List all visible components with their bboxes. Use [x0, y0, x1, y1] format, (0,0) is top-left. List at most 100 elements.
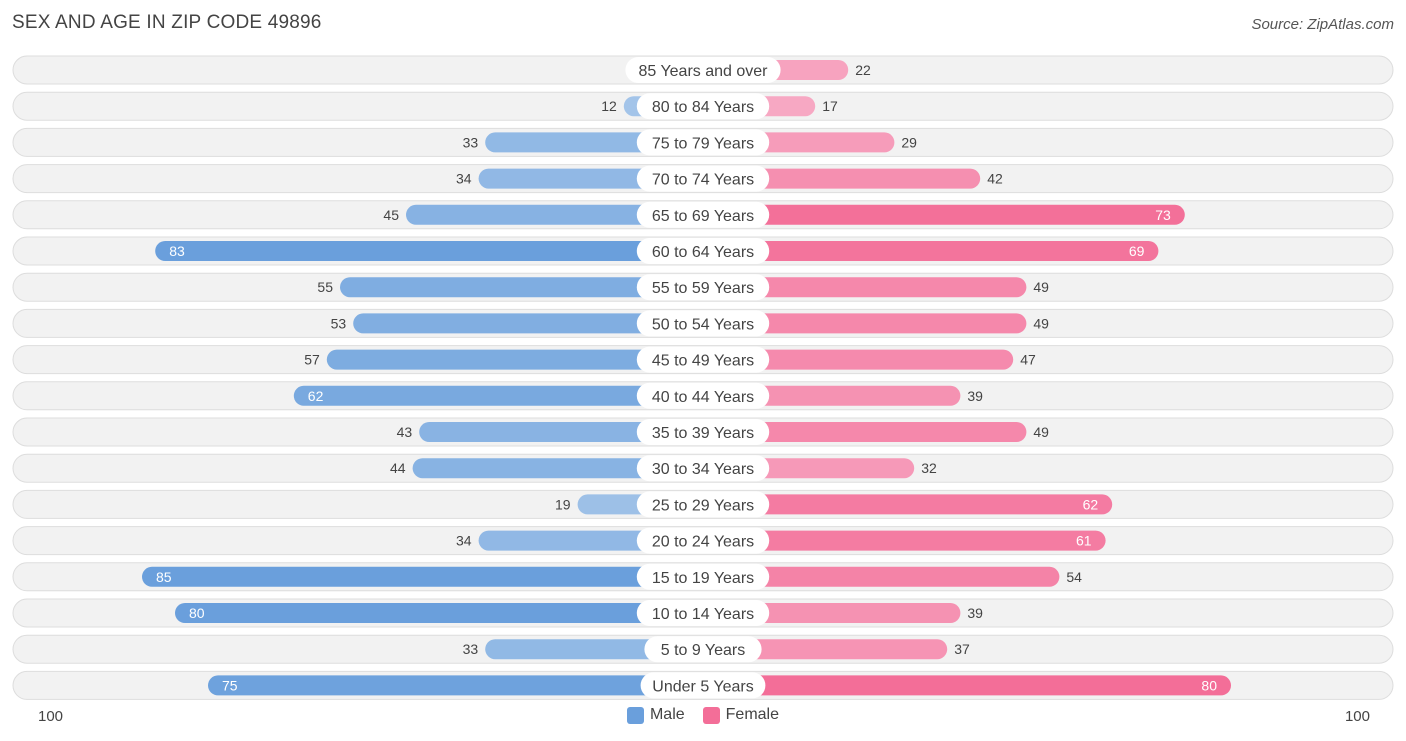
male-value-label: 53	[331, 315, 347, 331]
legend-label-female: Female	[725, 706, 780, 723]
female-value-label: 62	[1083, 496, 1099, 512]
male-value-label: 85	[156, 569, 172, 585]
category-label-pill	[636, 93, 770, 120]
female-value-label: 49	[1033, 315, 1049, 331]
category-label: 45 to 49 Years	[652, 353, 754, 370]
category-label-pill	[636, 346, 770, 373]
female-bar	[703, 277, 1027, 298]
chart-legend: Male Female	[0, 706, 1406, 724]
male-bar	[326, 349, 703, 370]
category-label-pill	[636, 527, 770, 554]
female-value-label: 49	[1033, 279, 1049, 295]
male-bar	[412, 458, 703, 479]
female-value-label: 37	[954, 641, 970, 657]
male-bar	[155, 241, 703, 261]
male-value-label: 83	[169, 243, 185, 259]
female-value-label: 73	[1155, 207, 1171, 223]
female-bar	[703, 204, 1185, 225]
male-value-label: 45	[383, 207, 399, 223]
male-value-label: 34	[456, 171, 472, 187]
female-value-label: 54	[1066, 569, 1082, 585]
female-value-label: 49	[1033, 424, 1049, 440]
legend-item-female: Female	[702, 706, 780, 724]
category-label-pill	[636, 238, 770, 264]
category-label: 30 to 34 Years	[652, 461, 754, 478]
male-bar	[142, 566, 703, 587]
category-label: Under 5 Years	[652, 678, 753, 695]
category-label-pill	[640, 672, 766, 699]
male-value-label: 55	[317, 279, 333, 295]
category-label: 10 to 14 Years	[652, 606, 754, 623]
female-bar	[703, 168, 981, 189]
female-bar	[703, 530, 1106, 551]
male-value-label: 34	[456, 533, 472, 549]
female-value-label: 61	[1076, 533, 1092, 549]
category-label-pill	[636, 310, 770, 337]
category-label: 15 to 19 Years	[652, 570, 754, 587]
female-value-label: 42	[987, 171, 1003, 187]
category-label: 80 to 84 Years	[652, 99, 754, 116]
male-bar	[208, 675, 703, 696]
chart-title: SEX AND AGE IN ZIP CODE 49896	[12, 12, 322, 33]
legend-swatch-female	[702, 706, 720, 724]
category-label-pill	[636, 274, 770, 301]
category-label-pill	[636, 455, 770, 482]
legend-swatch-male	[626, 706, 644, 724]
female-bar	[703, 422, 1027, 442]
male-value-label: 75	[222, 677, 238, 693]
female-value-label: 47	[1020, 352, 1036, 368]
female-bar	[703, 675, 1231, 696]
category-label-pill	[636, 563, 770, 590]
category-label: 25 to 29 Years	[652, 497, 754, 514]
category-label-pill	[636, 491, 770, 518]
category-label: 70 to 74 Years	[652, 172, 754, 189]
female-value-label: 17	[822, 98, 838, 114]
male-bar	[419, 422, 703, 442]
legend-item-male: Male	[626, 706, 685, 724]
female-bar	[703, 639, 948, 660]
category-label: 20 to 24 Years	[652, 534, 754, 551]
category-label-pill	[636, 201, 770, 228]
female-bar	[703, 566, 1060, 587]
category-label-pill	[636, 419, 770, 445]
male-bar	[175, 603, 703, 623]
category-label: 5 to 9 Years	[661, 642, 746, 659]
female-bar	[703, 349, 1014, 370]
male-bar	[406, 204, 703, 225]
male-value-label: 43	[397, 424, 413, 440]
category-label-pill	[636, 600, 770, 626]
male-value-label: 44	[390, 460, 406, 476]
category-label: 60 to 64 Years	[652, 244, 754, 261]
category-label-pill	[636, 165, 770, 192]
female-bar	[703, 313, 1027, 334]
male-value-label: 33	[463, 641, 479, 657]
male-bar	[353, 313, 703, 334]
male-bar	[340, 277, 703, 298]
category-label: 85 Years and over	[639, 63, 769, 80]
female-value-label: 39	[967, 605, 983, 621]
category-label: 65 to 69 Years	[652, 208, 754, 225]
male-value-label: 80	[189, 605, 205, 621]
male-value-label: 19	[555, 496, 571, 512]
female-bar	[703, 494, 1113, 515]
female-value-label: 32	[921, 460, 937, 476]
category-label-pill	[625, 57, 781, 83]
axis-right-max-label: 100	[1344, 708, 1370, 725]
female-value-label: 29	[901, 134, 917, 150]
female-value-label: 39	[967, 388, 983, 404]
female-value-label: 22	[855, 62, 871, 78]
category-label: 35 to 39 Years	[652, 425, 754, 442]
category-label-pill	[644, 636, 762, 663]
category-label: 50 to 54 Years	[652, 316, 754, 333]
legend-label-male: Male	[649, 706, 685, 723]
category-label-pill	[636, 382, 770, 409]
category-label-pill	[636, 129, 770, 156]
female-bar	[703, 241, 1159, 261]
male-bar	[293, 385, 703, 406]
axis-left-max-label: 100	[38, 708, 64, 725]
female-value-label: 80	[1201, 677, 1217, 693]
source-label: Source: ZipAtlas.com	[1251, 16, 1394, 33]
category-label: 40 to 44 Years	[652, 389, 754, 406]
category-label: 55 to 59 Years	[652, 280, 754, 297]
